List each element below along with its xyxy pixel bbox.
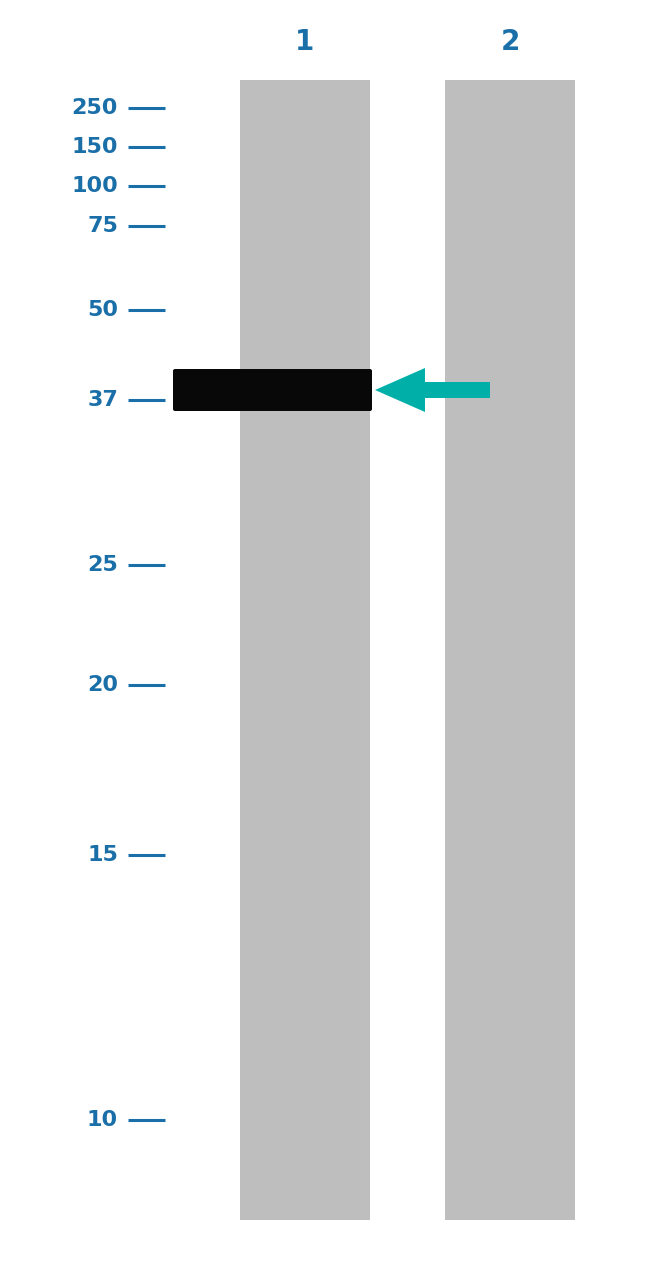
Text: 250: 250 [72, 98, 118, 118]
Bar [425, 382, 490, 398]
Text: 100: 100 [72, 177, 118, 196]
Text: 15: 15 [87, 845, 118, 865]
Text: 150: 150 [72, 137, 118, 157]
Text: 10: 10 [87, 1110, 118, 1130]
Bar [445, 80, 575, 1220]
Text: 37: 37 [87, 390, 118, 410]
Text: 1: 1 [295, 28, 315, 56]
Text: 50: 50 [87, 300, 118, 320]
Text: 75: 75 [87, 216, 118, 236]
Text: 25: 25 [87, 555, 118, 575]
Text: 20: 20 [87, 674, 118, 695]
Polygon shape [375, 368, 425, 411]
Bar [240, 80, 370, 1220]
Text: 2: 2 [500, 28, 520, 56]
FancyBboxPatch shape [173, 370, 372, 411]
